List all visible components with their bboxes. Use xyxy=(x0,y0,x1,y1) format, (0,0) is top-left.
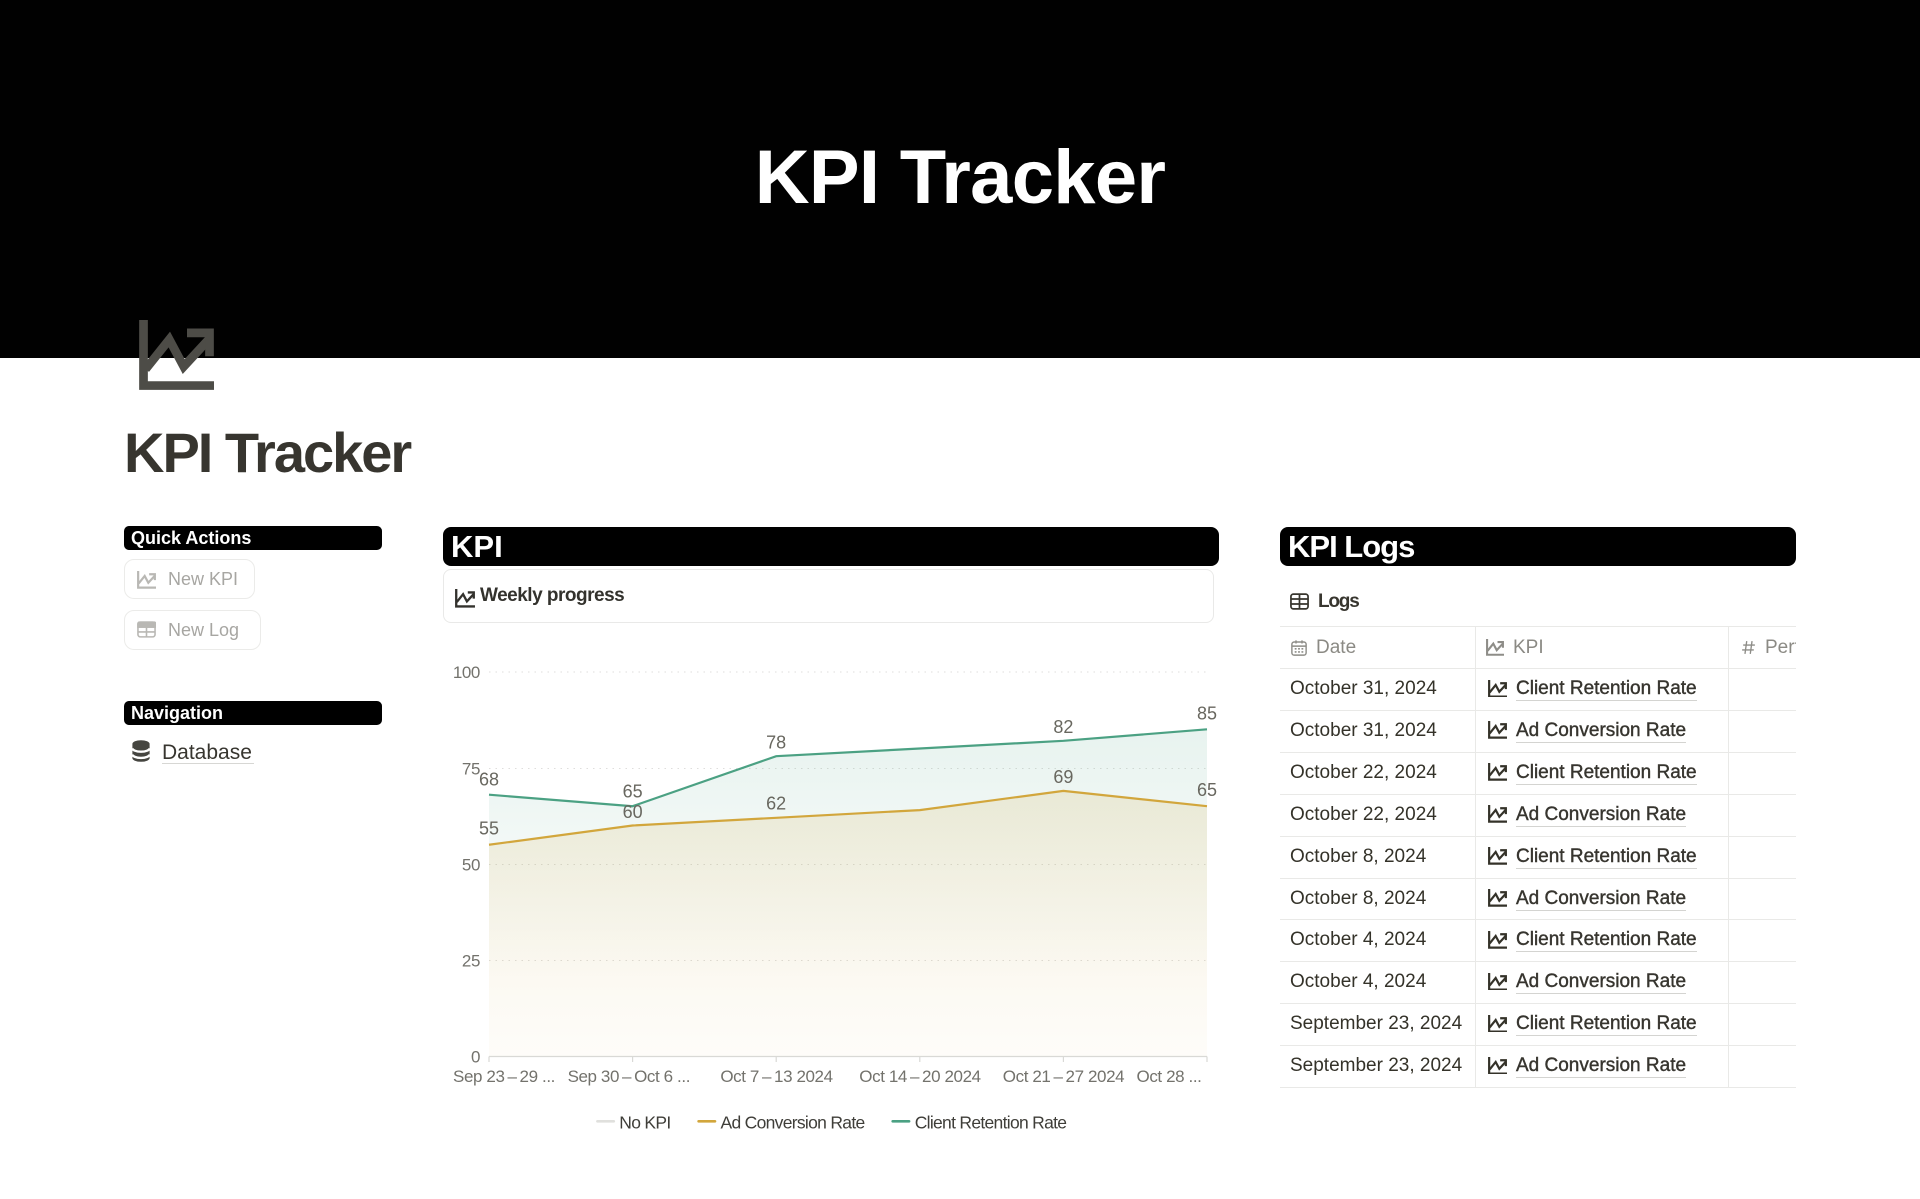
svg-text:69: 69 xyxy=(1053,767,1073,787)
svg-text:65: 65 xyxy=(623,782,643,802)
svg-text:No KPI: No KPI xyxy=(619,1112,670,1132)
svg-text:50: 50 xyxy=(462,856,480,875)
svg-text:68: 68 xyxy=(479,770,499,790)
svg-text:Sep 30 – Oct 6 ...: Sep 30 – Oct 6 ... xyxy=(568,1067,690,1086)
svg-text:25: 25 xyxy=(462,952,480,971)
svg-text:Sep 23 – 29 ...: Sep 23 – 29 ... xyxy=(453,1067,555,1086)
svg-text:Client Retention Rate: Client Retention Rate xyxy=(915,1112,1067,1132)
svg-text:Oct 7 – 13 2024: Oct 7 – 13 2024 xyxy=(720,1067,832,1086)
svg-text:Oct 28 ...: Oct 28 ... xyxy=(1137,1067,1202,1086)
svg-text:60: 60 xyxy=(623,802,643,822)
svg-text:100: 100 xyxy=(453,663,480,682)
svg-text:Oct 21 – 27 2024: Oct 21 – 27 2024 xyxy=(1003,1067,1124,1086)
svg-text:Oct 14 – 20 2024: Oct 14 – 20 2024 xyxy=(859,1067,980,1086)
svg-text:85: 85 xyxy=(1197,704,1217,724)
svg-text:Ad Conversion Rate: Ad Conversion Rate xyxy=(721,1112,865,1132)
svg-text:0: 0 xyxy=(471,1048,480,1067)
svg-text:65: 65 xyxy=(1197,780,1217,800)
svg-text:82: 82 xyxy=(1053,717,1073,737)
svg-text:55: 55 xyxy=(479,819,499,839)
svg-text:75: 75 xyxy=(462,760,480,779)
svg-text:78: 78 xyxy=(766,732,786,752)
svg-text:62: 62 xyxy=(766,794,786,814)
